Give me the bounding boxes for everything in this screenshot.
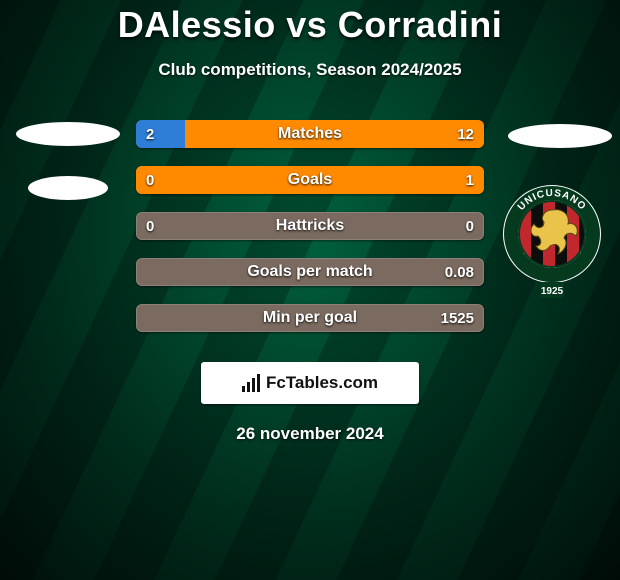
infographic: DAlessio vs Corradini Club competitions,… (0, 0, 620, 460)
snapshot-date: 26 november 2024 (0, 424, 620, 444)
left-team-col (8, 120, 128, 200)
ternana-badge: UNICUSANO TERNANA (502, 180, 602, 306)
page-subtitle: Club competitions, Season 2024/2025 (0, 60, 620, 80)
stat-label: Matches (136, 120, 484, 148)
fctables-attribution: FcTables.com (201, 362, 419, 404)
comparison-row: Matches212Goals01Hattricks00Goals per ma… (0, 120, 620, 332)
stat-value-left (136, 304, 156, 332)
stat-value-right: 0.08 (435, 258, 484, 286)
stat-row: Min per goal1525 (136, 304, 484, 332)
stat-value-left: 2 (136, 120, 164, 148)
left-team-logo-placeholder (16, 122, 120, 146)
page-title: DAlessio vs Corradini (0, 4, 620, 46)
stat-row: Matches2 12 (136, 120, 484, 148)
left-player-avatar-placeholder (28, 176, 108, 200)
right-player-avatar-placeholder (508, 124, 612, 148)
stat-value-left: 0 (136, 212, 164, 240)
stat-value-left (136, 258, 156, 286)
stat-label: Hattricks (136, 212, 484, 240)
stat-label: Goals (136, 166, 484, 194)
stats-col: Matches212Goals01Hattricks00Goals per ma… (128, 120, 492, 332)
stat-row: Goals0 1 (136, 166, 484, 194)
right-team-col: UNICUSANO TERNANA (492, 120, 612, 306)
stat-label: Goals per match (136, 258, 484, 286)
stat-value-right: 1 (456, 166, 484, 194)
badge-year: 1925 (541, 286, 564, 297)
stat-value-right: 0 (456, 212, 484, 240)
stat-value-right: 1525 (431, 304, 484, 332)
stat-value-right: 12 (447, 120, 484, 148)
stat-row: Hattricks0 0 (136, 212, 484, 240)
stat-row: Goals per match0.08 (136, 258, 484, 286)
stat-value-left: 0 (136, 166, 164, 194)
fctables-label: FcTables.com (266, 373, 378, 393)
bars-icon (242, 374, 260, 392)
